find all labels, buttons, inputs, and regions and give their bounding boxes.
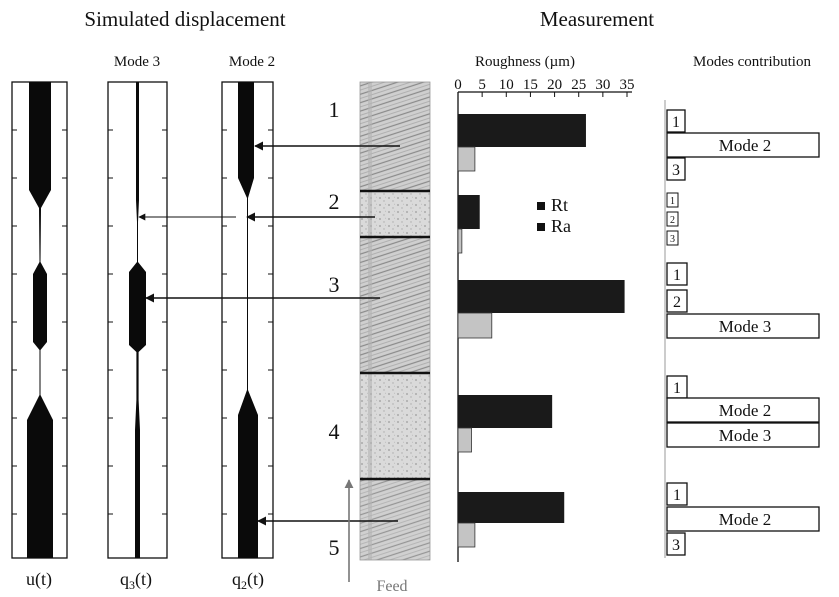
u-signal-strip [11, 81, 68, 559]
zone-number: 4 [329, 419, 340, 444]
roughness-tick-label: 35 [620, 77, 635, 93]
q2-label-sub: 2 [241, 578, 247, 592]
q3-strip-ticks [108, 129, 167, 515]
contrib-label: 2 [670, 215, 675, 226]
contrib-label: 2 [673, 294, 681, 311]
legend-label-rt: Rt [551, 195, 568, 215]
measurement-title: Measurement [540, 7, 654, 31]
contrib-box [666, 230, 679, 246]
u-strip-ticks [12, 129, 67, 515]
contrib-label: 1 [672, 114, 680, 131]
q2-strip-ticks [222, 129, 273, 515]
contrib-box [666, 482, 688, 506]
roughness-tick-label: 15 [523, 77, 538, 93]
zone-number: 2 [329, 189, 340, 214]
contrib-label: Mode 3 [719, 426, 771, 445]
roughness-tick-label: 30 [595, 77, 610, 93]
q2-signal-strip [221, 81, 274, 559]
contrib-box [666, 506, 820, 532]
contrib-label: 1 [670, 196, 675, 207]
contrib-label: 3 [670, 234, 675, 245]
contrib-box [666, 397, 820, 423]
contrib-label: Mode 2 [719, 510, 771, 529]
mode3-header: Mode 3 [114, 54, 160, 70]
legend-label-ra: Ra [551, 216, 571, 236]
contrib-box [666, 109, 686, 133]
ra-bar [457, 427, 472, 453]
contrib-label: Mode 3 [719, 317, 771, 336]
contrib-box [666, 157, 686, 181]
contrib-label: Mode 2 [719, 136, 771, 155]
contrib-box [666, 132, 820, 158]
zone-number: 5 [329, 535, 340, 560]
mode2-header: Mode 2 [229, 54, 275, 70]
contrib-label: 1 [673, 380, 681, 397]
legend-swatch-rt [537, 202, 545, 210]
modes-contribution-header: Modes contribution [693, 54, 811, 70]
legend-swatch-ra [537, 223, 545, 231]
roughness-tick-label: 0 [454, 77, 462, 93]
contrib-label: 3 [672, 162, 680, 179]
rt-bar [458, 114, 586, 147]
q3-waveform [129, 82, 146, 558]
rt-bar [458, 492, 565, 523]
roughness-tick-label: 25 [571, 77, 586, 93]
feed-label: Feed [376, 578, 407, 595]
contrib-label: Mode 2 [719, 401, 771, 420]
roughness-tick-label: 20 [547, 77, 562, 93]
zone-number: 1 [329, 97, 340, 122]
roughness-bars [457, 114, 625, 548]
contrib-label: 3 [672, 537, 680, 554]
rt-bar [458, 280, 625, 313]
contrib-box [666, 211, 679, 227]
q2-label: q2(t) [232, 569, 264, 592]
contrib-box [666, 192, 679, 208]
q3-label-tail: (t) [135, 569, 152, 590]
simulated-title: Simulated displacement [84, 7, 285, 31]
surface-border [359, 81, 431, 561]
ra-bar [457, 228, 463, 254]
q2-waveform [238, 82, 258, 558]
rt-bar [458, 395, 553, 428]
zone-number: 3 [329, 272, 340, 297]
contrib-label: 1 [673, 267, 681, 284]
modes-contribution: 1 Mode 2 3 1 2 3 1 2 Mode 3 1 Mode 2 Mod… [664, 100, 820, 558]
q3-label-sub: 3 [129, 578, 135, 592]
ra-bar [457, 146, 476, 172]
u-waveform [27, 82, 53, 558]
contrib-box [666, 262, 688, 286]
roughness-tick-label: 5 [478, 77, 486, 93]
q3-label-main: q [120, 569, 129, 589]
contrib-label: 1 [673, 487, 681, 504]
contrib-box [666, 422, 820, 448]
roughness-header: Roughness (µm) [475, 54, 575, 70]
surface-photo [359, 81, 431, 561]
roughness-chart: 0 5 10 15 20 25 30 35 [454, 77, 635, 562]
q2-label-tail: (t) [247, 569, 264, 590]
roughness-legend: Rt Ra [537, 195, 571, 236]
q3-signal-strip [107, 81, 168, 559]
u-label: u(t) [26, 569, 52, 590]
q3-label: q3(t) [120, 569, 152, 592]
contrib-box [666, 313, 820, 339]
roughness-ticks: 0 5 10 15 20 25 30 35 [454, 77, 635, 97]
contrib-box [666, 289, 688, 313]
ra-bar [457, 522, 476, 548]
rt-bar [458, 195, 480, 229]
ra-bar [457, 312, 493, 339]
q2-label-main: q [232, 569, 241, 589]
roughness-tick-label: 10 [499, 77, 514, 93]
contrib-box [666, 532, 686, 556]
